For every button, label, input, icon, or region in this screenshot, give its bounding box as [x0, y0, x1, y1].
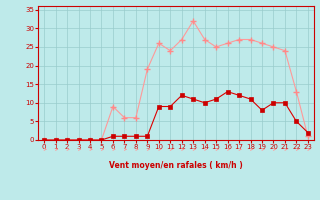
X-axis label: Vent moyen/en rafales ( km/h ): Vent moyen/en rafales ( km/h ) [109, 161, 243, 170]
